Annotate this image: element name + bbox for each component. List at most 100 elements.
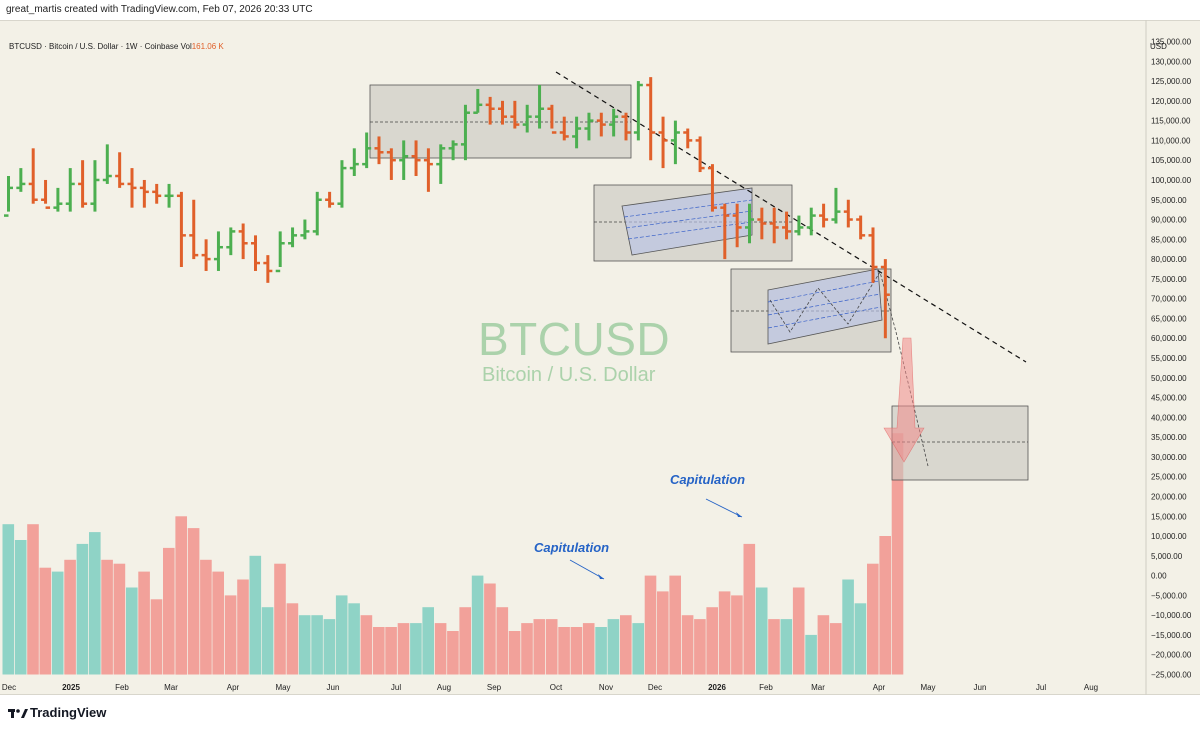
attribution-bar: great_martis created with TradingView.co… [0, 0, 1200, 20]
ohlc-bar [127, 168, 137, 208]
volume-bar [274, 563, 286, 675]
time-tick-label: Jul [1036, 683, 1046, 692]
volume-bar [323, 619, 336, 675]
ohlc-bar [4, 176, 13, 217]
ohlc-bar [213, 231, 223, 271]
ohlc-bar [238, 223, 248, 260]
price-tick-label: 45,000.00 [1151, 394, 1187, 403]
ohlc-bar [28, 148, 38, 204]
attribution-text: great_martis created with TradingView.co… [6, 4, 313, 15]
volume-bar [410, 623, 422, 675]
footer: TradingView [0, 695, 1200, 731]
ohlc-bar [300, 219, 310, 240]
ohlc-bar [226, 227, 236, 256]
ohlc-bar [201, 239, 211, 271]
channel-2-guide-a [767, 280, 880, 303]
capitulation-arrow-2-head [736, 512, 742, 517]
capitulation-arrow-2 [705, 498, 743, 518]
volume-bar [731, 595, 743, 675]
time-tick-label: Jun [327, 683, 340, 692]
price-tick-label: 130,000.00 [1151, 57, 1192, 66]
volume-bar [768, 619, 780, 675]
price-tick-label: 80,000.00 [1151, 255, 1187, 264]
ohlc-bar [423, 148, 433, 192]
volume-bar [681, 615, 694, 675]
tradingview-brand[interactable]: TradingView [30, 705, 107, 720]
projected-zigzag [769, 270, 929, 467]
ohlc-bar [325, 191, 335, 208]
volume-bar [805, 634, 817, 675]
volume-bar [842, 579, 854, 675]
ohlc-bars [4, 77, 890, 339]
symbol-legend: BTCUSD · Bitcoin / U.S. Dollar · 1W · Co… [9, 42, 224, 51]
ohlc-bar [510, 100, 520, 129]
volume-bar [311, 615, 323, 675]
volume-bar [335, 595, 348, 675]
price-tick-label: 85,000.00 [1151, 235, 1187, 244]
volume-bar [644, 575, 657, 675]
ohlc-bar [288, 227, 298, 248]
volume-bar [582, 623, 595, 675]
price-tick-label: 50,000.00 [1151, 374, 1187, 383]
ohlc-bar [745, 203, 754, 244]
channel-2-guide-b [767, 293, 881, 316]
price-tick-label: 40,000.00 [1151, 413, 1187, 422]
price-tick-label: −20,000.00 [1151, 651, 1192, 660]
volume-bar [570, 627, 583, 675]
time-tick-label: 2025 [62, 683, 80, 692]
ohlc-bar [819, 203, 829, 228]
symbol-label: BTCUSD · Bitcoin / U.S. Dollar · 1W · Co… [9, 42, 179, 51]
price-tick-label: 105,000.00 [1151, 156, 1192, 165]
watermark-title: BTCUSD [478, 313, 671, 365]
ohlc-bar [658, 116, 668, 169]
price-tick-label: 135,000.00 [1151, 38, 1192, 47]
time-tick-label: Mar [811, 683, 825, 692]
ohlc-bar [621, 112, 631, 141]
ohlc-bar [337, 160, 347, 208]
downtrend-line[interactable] [555, 71, 1027, 363]
volume-bar [212, 571, 224, 675]
time-axis[interactable]: Dec 2025 Feb Mar Apr May Jun Jul Aug Sep Oct Nov Dec… [2, 683, 1098, 692]
ohlc-bar [485, 96, 495, 125]
volume-bar [780, 619, 793, 675]
volume-bar [743, 543, 756, 675]
volume-bar [657, 591, 669, 675]
price-tick-label: −25,000.00 [1151, 671, 1192, 680]
ohlc-bar [411, 140, 421, 177]
watermark-subtitle: Bitcoin / U.S. Dollar [482, 364, 656, 386]
ohlc-bar [769, 207, 779, 244]
down-arrow [883, 337, 925, 463]
volume-bar [669, 575, 681, 675]
volume-bar [397, 623, 410, 675]
time-tick-label: May [920, 683, 935, 692]
channel-1-guide-b [625, 210, 753, 229]
volume-bar [261, 607, 274, 675]
capitulation-arrow-1 [569, 559, 605, 580]
volume-bar [632, 623, 644, 675]
volume-bar [533, 619, 546, 675]
volume-bar [891, 433, 904, 675]
channel-1-guide-a [623, 199, 753, 218]
volume-bar [101, 559, 113, 675]
ohlc-bar [868, 227, 878, 283]
ohlc-bar [535, 85, 545, 129]
tradingview-logo-icon[interactable] [8, 707, 28, 719]
bear-flag-channel-2[interactable] [767, 268, 883, 345]
ohlc-bar [53, 187, 63, 212]
time-tick-label: May [275, 683, 290, 692]
capitulation-arrow-1-head [598, 574, 604, 579]
price-tick-label: −5,000.00 [1151, 591, 1187, 600]
volume-bar [200, 559, 212, 675]
ohlc-bar [139, 179, 149, 208]
time-tick-label: Feb [115, 683, 129, 692]
price-tick-label: 120,000.00 [1151, 97, 1192, 106]
price-axis[interactable]: 135,000.00 130,000.00 125,000.00 120,000.00… [1151, 38, 1192, 680]
ohlc-bar [683, 128, 693, 149]
time-tick-label: Apr [873, 683, 886, 692]
price-tick-label: 35,000.00 [1151, 433, 1187, 442]
volume-bar [521, 623, 533, 675]
ohlc-bar [399, 140, 409, 180]
volume-bar [138, 571, 150, 675]
time-tick-label: Aug [1084, 683, 1098, 692]
